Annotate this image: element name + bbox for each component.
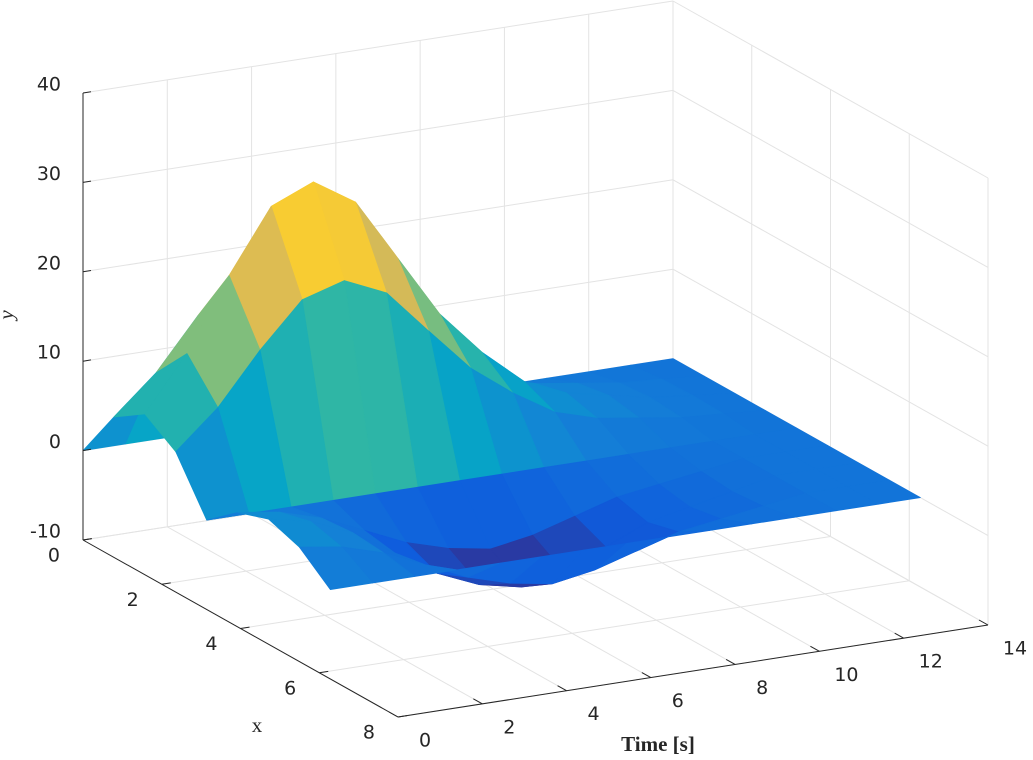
time-tick-label: 4 <box>588 703 600 725</box>
z-tick-label: -10 <box>30 521 61 543</box>
tick-mark <box>82 359 92 362</box>
tick-mark <box>82 538 93 541</box>
grid-line <box>82 89 674 183</box>
tick-mark <box>240 626 250 629</box>
x-tick-label: 2 <box>127 589 139 611</box>
grid-line <box>82 179 674 273</box>
tick-mark <box>894 632 904 639</box>
z-tick-label: 20 <box>37 252 61 274</box>
tick-mark <box>397 715 408 718</box>
z-tick-label: 0 <box>49 431 61 453</box>
tick-mark <box>557 685 567 692</box>
x-axis-label: x <box>252 713 263 737</box>
time-tick-label: 8 <box>756 677 768 699</box>
z-tick-label: 30 <box>37 163 61 185</box>
tick-mark <box>978 619 989 626</box>
x-tick-label: 6 <box>284 677 296 699</box>
grid-line <box>82 0 674 94</box>
tick-mark <box>82 448 92 452</box>
x-tick-label: 0 <box>48 545 60 567</box>
time-tick-label: 0 <box>419 730 431 752</box>
tick-mark <box>82 270 92 273</box>
surface-patch <box>299 546 373 591</box>
tick-mark <box>725 658 736 665</box>
tick-mark <box>388 711 399 718</box>
z-tick-label: 10 <box>37 342 61 364</box>
tick-mark <box>810 645 820 652</box>
tick-mark <box>82 180 92 183</box>
x-tick-label: 4 <box>205 633 217 655</box>
time-axis <box>397 624 989 718</box>
grid-line <box>319 580 910 674</box>
x-tick-label: 8 <box>363 722 375 744</box>
time-tick-label: 10 <box>834 664 858 686</box>
tick-mark <box>641 672 652 679</box>
tick-mark <box>82 91 92 94</box>
time-tick-label: 12 <box>919 651 943 673</box>
tick-mark <box>319 670 329 674</box>
time-tick-label: 6 <box>672 690 684 712</box>
z-axis-label: y <box>0 310 18 322</box>
tick-mark <box>473 698 483 705</box>
time-tick-label: 14 <box>1003 638 1027 660</box>
tick-mark <box>161 582 171 585</box>
z-tick-label: 40 <box>37 74 61 96</box>
time-tick-label: 2 <box>503 716 515 738</box>
surface-layer <box>82 181 921 591</box>
time-axis-label: Time [s] <box>621 732 695 756</box>
